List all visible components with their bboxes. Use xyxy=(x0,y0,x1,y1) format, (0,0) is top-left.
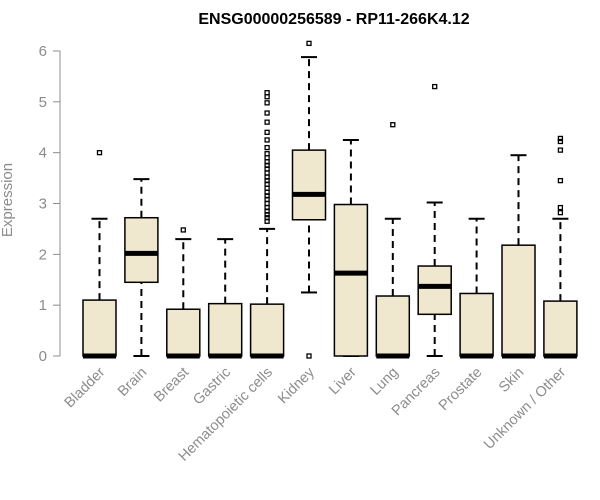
outlier-point xyxy=(264,129,270,135)
outlier-point xyxy=(306,40,312,47)
outlier-point xyxy=(264,90,270,96)
box-iqr xyxy=(501,244,536,357)
box-iqr xyxy=(166,308,201,357)
outlier-point xyxy=(557,147,564,153)
x-tick-label: Prostate xyxy=(436,365,485,414)
outlier-point xyxy=(264,155,270,161)
outlier-point xyxy=(264,204,270,211)
outlier-point xyxy=(557,204,564,211)
box-hematopoietic-cells xyxy=(249,90,285,359)
outlier-point xyxy=(557,177,564,184)
box-iqr xyxy=(82,299,117,357)
box-liver xyxy=(333,138,369,357)
outlier-point xyxy=(557,135,564,142)
box-bladder xyxy=(82,150,117,359)
outlier-point xyxy=(306,353,312,359)
x-tick-label: Brain xyxy=(115,365,150,400)
chart-title: ENSG00000256589 - RP11-266K4.12 xyxy=(198,11,469,28)
outlier-point xyxy=(557,209,564,216)
y-tick-label: 4 xyxy=(39,145,47,162)
outlier-point xyxy=(432,83,438,90)
y-tick-label: 0 xyxy=(39,348,47,365)
x-tick-label: Breast xyxy=(151,365,192,406)
box-iqr xyxy=(459,292,494,357)
outlier-point xyxy=(264,144,270,151)
box-pancreas xyxy=(417,83,452,357)
outlier-point xyxy=(264,159,270,165)
outlier-point xyxy=(180,227,186,233)
x-tick-label: Skin xyxy=(496,365,527,396)
outlier-point xyxy=(264,215,270,221)
box-iqr xyxy=(291,149,327,221)
y-tick-label: 3 xyxy=(39,196,47,213)
x-tick-label: Lung xyxy=(367,365,401,399)
outlier-point xyxy=(264,100,270,106)
box-iqr xyxy=(249,303,285,357)
box-iqr xyxy=(124,216,159,284)
outlier-point xyxy=(264,185,270,191)
y-axis-label: Expression xyxy=(0,163,16,237)
y-tick-label: 6 xyxy=(39,43,47,60)
outlier-point xyxy=(264,151,270,157)
box-breast xyxy=(166,227,201,359)
box-lung xyxy=(375,122,411,359)
outlier-point xyxy=(390,122,396,128)
x-tick-label: Bladder xyxy=(62,364,109,411)
outlier-point xyxy=(264,119,270,125)
y-tick-label: 1 xyxy=(39,297,47,314)
box-iqr xyxy=(417,265,452,316)
box-unknown-other xyxy=(543,135,578,359)
box-kidney xyxy=(291,40,327,359)
box-skin xyxy=(501,154,536,359)
outlier-point xyxy=(264,110,270,116)
y-tick-label: 5 xyxy=(39,94,47,111)
outlier-point xyxy=(264,189,270,195)
outlier-point xyxy=(557,138,564,145)
outlier-point xyxy=(96,150,103,156)
box-brain xyxy=(124,178,159,357)
x-tick-label: Kidney xyxy=(275,364,318,407)
outlier-point xyxy=(264,174,270,180)
outlier-point xyxy=(264,137,270,143)
box-iqr xyxy=(543,300,578,357)
outlier-point xyxy=(264,94,270,100)
y-tick-label: 2 xyxy=(39,246,47,263)
x-tick-label: Liver xyxy=(326,364,360,398)
box-iqr xyxy=(207,302,243,357)
y-axis: 0 1 2 3 4 5 6 xyxy=(39,43,61,365)
boxes-group xyxy=(82,40,578,359)
outlier-point xyxy=(264,170,270,176)
outlier-point xyxy=(264,200,270,207)
box-iqr xyxy=(333,203,369,357)
box-iqr xyxy=(375,295,411,357)
box-gastric xyxy=(207,238,243,359)
box-prostate xyxy=(459,217,494,359)
